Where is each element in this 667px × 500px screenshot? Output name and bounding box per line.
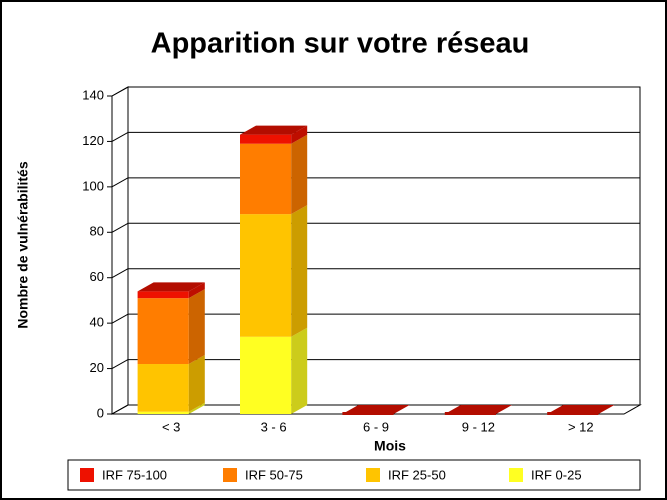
x-tick-label: < 3 xyxy=(162,419,180,434)
x-tick-label: > 12 xyxy=(568,419,594,434)
bar-segment xyxy=(240,214,292,337)
x-axis-title: Mois xyxy=(374,438,406,454)
legend-swatch xyxy=(223,468,237,482)
side-wall xyxy=(111,86,129,415)
grid-line xyxy=(111,86,129,97)
x-tick-label: 6 - 9 xyxy=(363,419,389,434)
legend-swatch xyxy=(80,468,94,482)
legend-label: IRF 75-100 xyxy=(102,467,167,482)
bar-top xyxy=(240,125,308,135)
bar-base xyxy=(547,412,599,415)
legend-label: IRF 25-50 xyxy=(388,467,446,482)
legend-swatch xyxy=(509,468,523,482)
y-tick-label: 60 xyxy=(90,269,104,284)
legend-label: IRF 0-25 xyxy=(531,467,582,482)
legend-swatch xyxy=(366,468,380,482)
grid-line xyxy=(111,177,129,188)
y-tick-label: 100 xyxy=(82,178,104,193)
bar-top xyxy=(547,405,615,414)
y-tick-label: 20 xyxy=(90,360,104,375)
x-tick-label: 9 - 12 xyxy=(462,419,495,434)
bar-segment xyxy=(137,411,189,414)
y-tick-label: 140 xyxy=(82,87,104,102)
bar-side xyxy=(188,289,205,365)
bar-side xyxy=(188,402,205,414)
bar-segment xyxy=(137,291,189,299)
grid-line xyxy=(111,131,129,142)
bar-top xyxy=(342,405,410,414)
y-tick-label: 120 xyxy=(82,133,104,148)
bar-segment xyxy=(137,298,189,365)
grid-line xyxy=(111,313,129,324)
grid-line xyxy=(111,222,129,233)
bar-side xyxy=(291,205,308,337)
y-tick-label: 80 xyxy=(90,224,104,239)
bar-side xyxy=(291,134,308,215)
bar-side xyxy=(291,125,308,144)
bar-top xyxy=(137,282,205,292)
x-tick-label: 3 - 6 xyxy=(261,419,287,434)
bar-top xyxy=(444,405,512,414)
y-tick-label: 0 xyxy=(97,405,104,420)
bar-segment xyxy=(240,134,292,144)
legend-label: IRF 50-75 xyxy=(245,467,303,482)
bar-base xyxy=(342,412,394,415)
grid-line xyxy=(111,359,129,370)
bar-segment xyxy=(240,143,292,215)
bar-segment xyxy=(240,336,292,414)
y-tick-label: 40 xyxy=(90,315,104,330)
bar-base xyxy=(444,412,496,415)
grid-line xyxy=(111,404,129,415)
bar-side xyxy=(188,355,205,412)
bar-side xyxy=(188,282,205,299)
chart-title: Apparition sur votre réseau xyxy=(151,28,530,60)
bar-side xyxy=(291,327,308,414)
y-axis-title: Nombre de vulnérabilités xyxy=(15,161,31,328)
grid-line xyxy=(111,268,129,279)
legend-box xyxy=(67,459,641,491)
bar-segment xyxy=(137,364,189,412)
